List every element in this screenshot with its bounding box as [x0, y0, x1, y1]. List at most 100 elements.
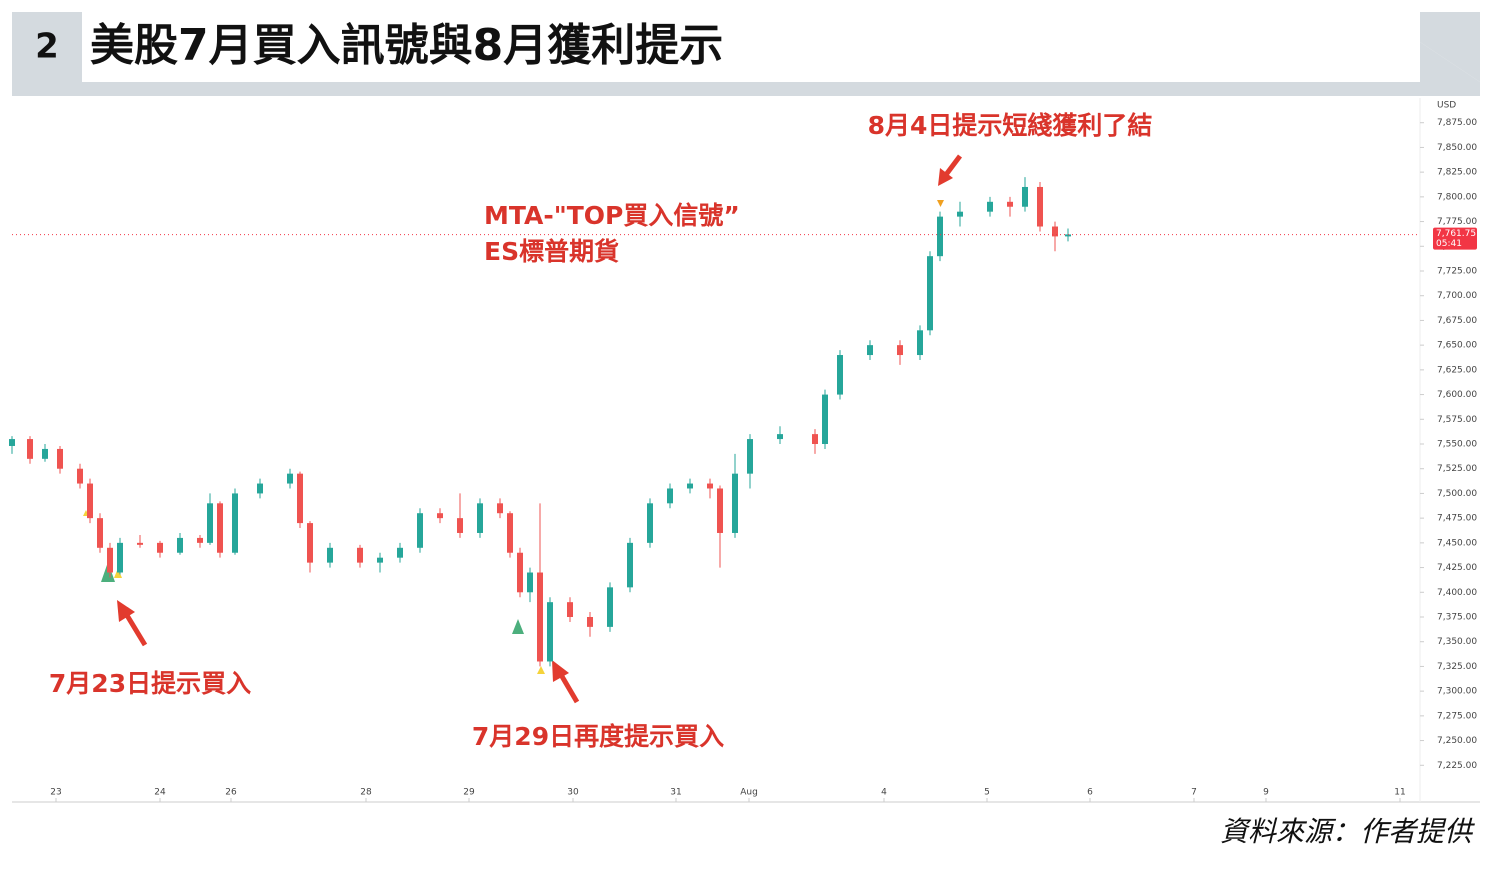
candle-body — [377, 557, 383, 563]
arrow — [943, 154, 962, 178]
candle-body — [747, 439, 753, 474]
candle-body — [87, 483, 93, 519]
candle-body — [822, 394, 828, 444]
candle-body — [477, 503, 483, 533]
x-tick-label: 29 — [463, 788, 475, 798]
x-tick-label: Aug — [740, 788, 758, 798]
y-tick-label: 7,375.00 — [1437, 613, 1477, 623]
candle-body — [232, 493, 238, 553]
x-tick-label: 7 — [1191, 788, 1197, 798]
y-tick-label: 7,675.00 — [1437, 316, 1477, 326]
y-tick-label: 7,350.00 — [1437, 637, 1477, 647]
y-tick-label: 7,525.00 — [1437, 464, 1477, 474]
annotation: 7月23日提示買入 — [49, 669, 251, 698]
source-note: 資料來源：作者提供 — [1220, 815, 1475, 848]
y-tick-label: 7,725.00 — [1437, 267, 1477, 277]
candle-body — [537, 572, 543, 662]
candle-body — [437, 513, 443, 519]
last-price-time: 05:41 — [1436, 239, 1462, 249]
x-tick-label: 24 — [154, 788, 166, 798]
y-tick-label: 7,450.00 — [1437, 538, 1477, 548]
y-tick-label: 7,500.00 — [1437, 489, 1477, 499]
x-tick-label: 23 — [50, 788, 61, 798]
last-price-label: 7,761.75 — [1436, 229, 1476, 239]
y-tick-label: 7,475.00 — [1437, 514, 1477, 524]
candle-body — [297, 473, 303, 524]
candle-body — [687, 483, 693, 489]
candle-body — [287, 473, 293, 484]
candle-body — [987, 201, 993, 212]
arrow — [557, 671, 580, 704]
y-tick-label: 7,425.00 — [1437, 563, 1477, 573]
candle-body — [607, 587, 613, 627]
last-price-box — [1433, 227, 1477, 250]
candle-body — [667, 488, 673, 504]
candle-body — [647, 503, 653, 543]
x-tick-label: 4 — [881, 788, 887, 798]
candle-body — [157, 542, 163, 553]
top-signal — [937, 200, 944, 207]
candle-body — [957, 211, 963, 217]
candle-body — [77, 468, 83, 484]
y-tick-label: 7,625.00 — [1437, 365, 1477, 375]
candle-body — [107, 547, 113, 573]
candle-body — [837, 355, 843, 395]
candle-body — [1022, 186, 1028, 207]
candle-body — [57, 448, 63, 469]
candle-body — [97, 518, 103, 548]
annotation: MTA-"TOP買入信號” — [484, 201, 740, 230]
arrow-head — [552, 660, 569, 682]
candle-body — [307, 523, 313, 563]
y-tick-label: 7,800.00 — [1437, 192, 1477, 202]
x-tick-label: 30 — [567, 788, 579, 798]
candle-body — [1007, 201, 1013, 207]
header-arrow — [1420, 42, 1480, 82]
figure-number: 2 — [35, 27, 59, 67]
candle-body — [937, 216, 943, 257]
y-tick-label: 7,300.00 — [1437, 687, 1477, 697]
y-tick-label: 7,400.00 — [1437, 588, 1477, 598]
candle-body — [717, 488, 723, 533]
y-tick-label: 7,875.00 — [1437, 118, 1477, 128]
candle-body — [327, 547, 333, 563]
y-tick-label: 7,650.00 — [1437, 341, 1477, 351]
y-tick-label: 7,225.00 — [1437, 761, 1477, 771]
x-tick-label: 5 — [984, 788, 990, 798]
candle-body — [42, 448, 48, 459]
candle-body — [397, 547, 403, 558]
candle-body — [117, 542, 123, 573]
candle-body — [567, 602, 573, 617]
candle-body — [217, 503, 223, 553]
y-tick-label: 7,550.00 — [1437, 440, 1477, 450]
candle-body — [917, 330, 923, 356]
candle-body — [357, 547, 363, 563]
buy-signal — [114, 568, 122, 578]
y-tick-label: 7,850.00 — [1437, 143, 1477, 153]
y-tick-label: 7,600.00 — [1437, 390, 1477, 400]
currency-label: USD — [1437, 101, 1456, 111]
x-tick-label: 28 — [360, 788, 372, 798]
candle-body — [9, 439, 15, 446]
candle-body — [707, 483, 713, 489]
candle-body — [897, 345, 903, 356]
annotation-arrows — [117, 154, 962, 704]
annotation: ES標普期貨 — [484, 237, 619, 266]
arrow — [122, 610, 148, 647]
candle-body — [1052, 226, 1058, 237]
arrow-head — [938, 168, 953, 186]
candle-body — [507, 513, 513, 553]
candle-body — [177, 537, 183, 553]
candle-body — [517, 552, 523, 593]
candle-body — [927, 256, 933, 331]
candle-body — [417, 513, 423, 548]
candle-body — [1037, 186, 1043, 227]
x-tick-label: 11 — [1394, 788, 1405, 798]
candle-body — [257, 483, 263, 494]
x-tick-label: 6 — [1087, 788, 1093, 798]
candle-body — [812, 434, 818, 444]
candle-body — [587, 617, 593, 627]
candle-body — [1065, 234, 1071, 237]
candle-body — [207, 503, 213, 543]
